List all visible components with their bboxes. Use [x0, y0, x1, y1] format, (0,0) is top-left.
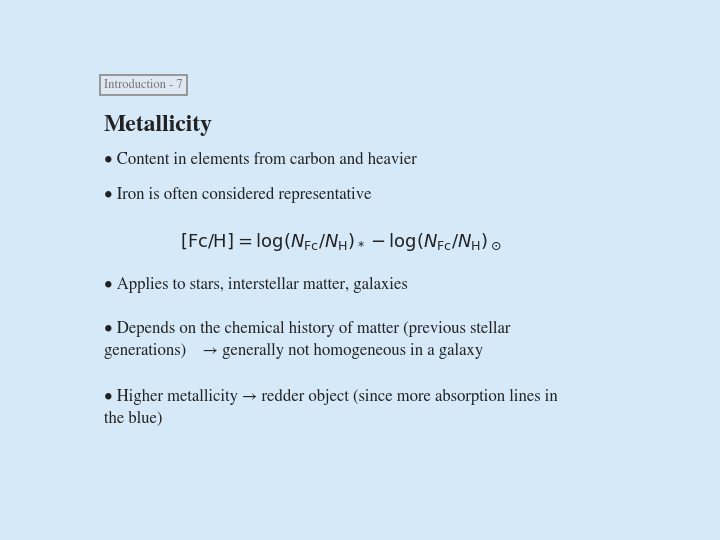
Text: • Higher metallicity → redder object (since more absorption lines in
the blue): • Higher metallicity → redder object (si… — [104, 389, 558, 427]
Text: Metallicity: Metallicity — [104, 114, 213, 136]
Text: $[\mathrm{Fc/H}] = \log(N_{\mathrm{Fc}}/N_{\mathrm{H}})_* - \log(N_{\mathrm{Fc}}: $[\mathrm{Fc/H}] = \log(N_{\mathrm{Fc}}/… — [180, 231, 502, 253]
Text: • Content in elements from carbon and heavier: • Content in elements from carbon and he… — [104, 152, 417, 168]
Text: Introduction - 7: Introduction - 7 — [104, 79, 183, 91]
Text: • Applies to stars, interstellar matter, galaxies: • Applies to stars, interstellar matter,… — [104, 277, 408, 293]
Text: • Iron is often considered representative: • Iron is often considered representativ… — [104, 187, 372, 204]
Text: • Depends on the chemical history of matter (previous stellar
generations)    → : • Depends on the chemical history of mat… — [104, 321, 510, 359]
